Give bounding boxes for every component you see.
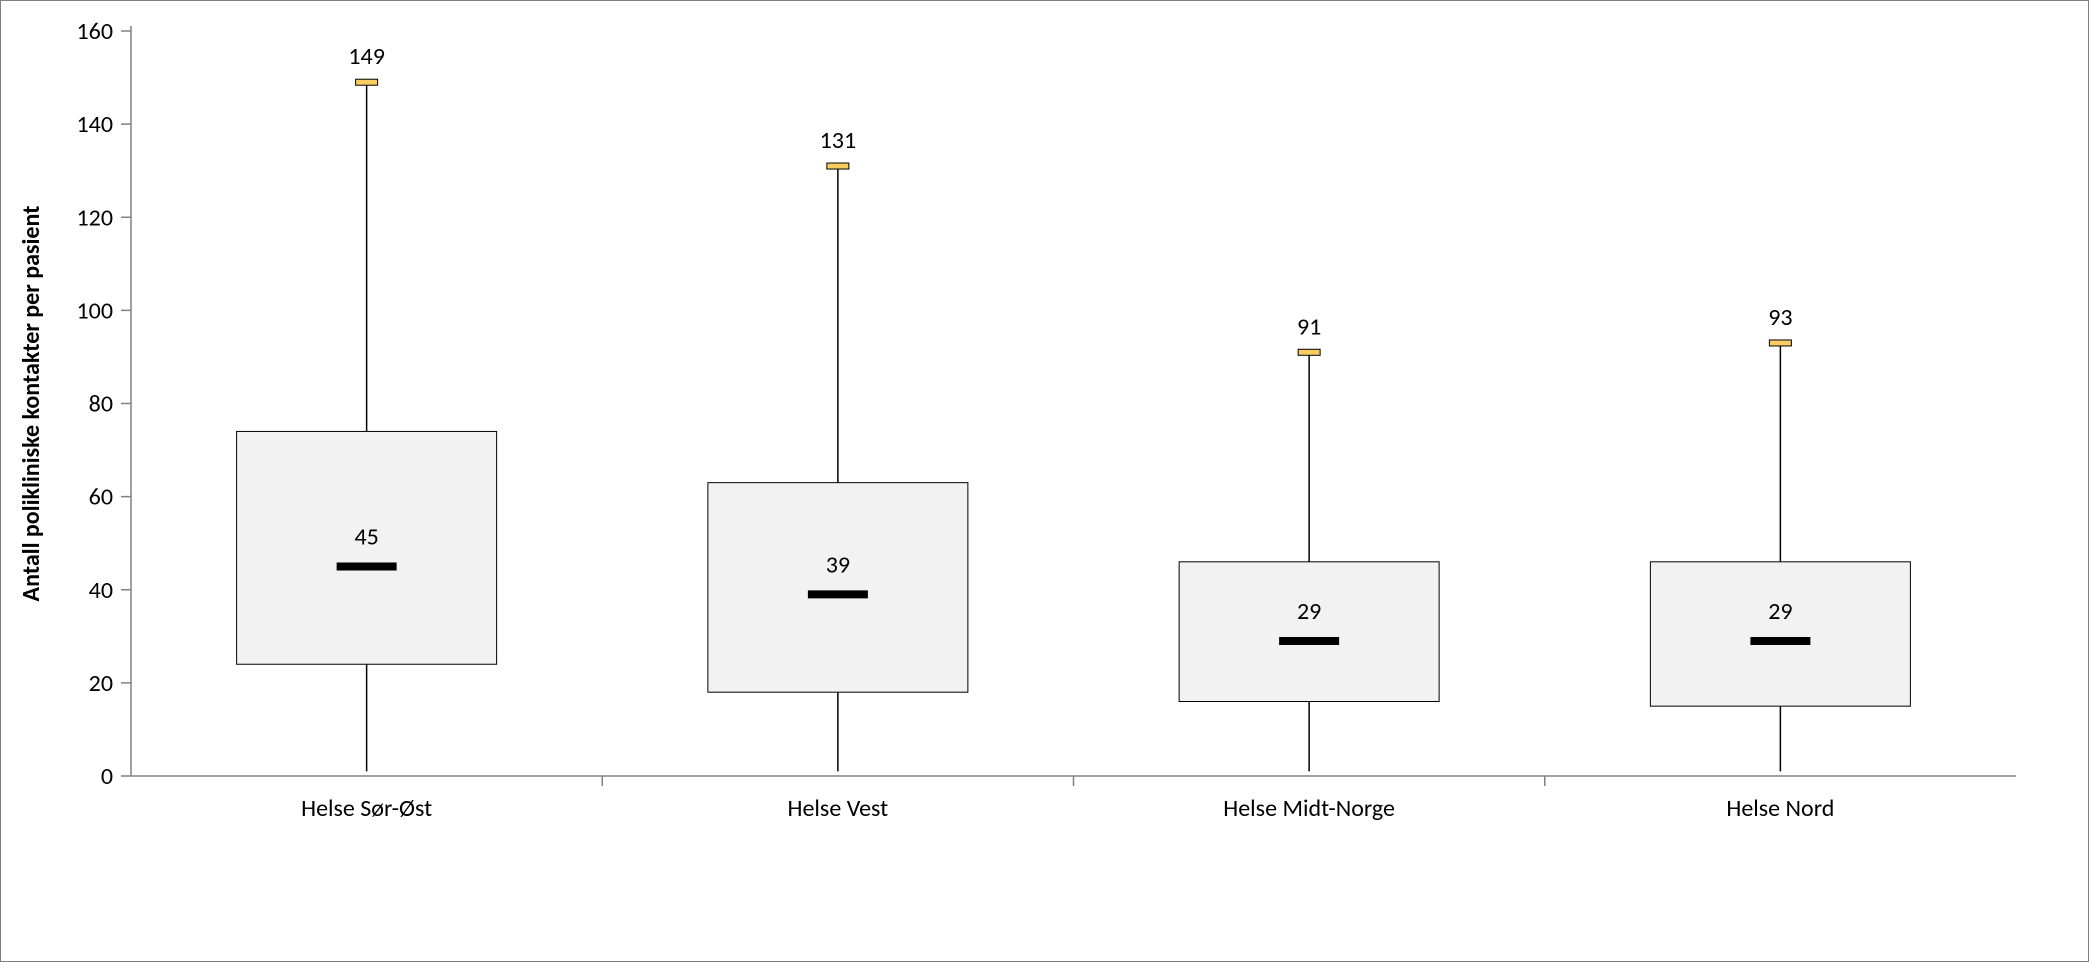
y-tick-label: 80 [89, 390, 113, 419]
y-tick-label: 20 [89, 669, 113, 698]
y-tick-label: 100 [77, 296, 114, 325]
upper-cap-marker [827, 163, 849, 169]
chart-container: 0 20 40 60 80 100 120 140 160 Antall polikliniske… [0, 0, 2089, 962]
x-category-label: Helse Nord [1726, 794, 1834, 823]
x-category-label: Helse Midt-Norge [1223, 794, 1395, 823]
boxplot-chart: 0 20 40 60 80 100 120 140 160 Antall polikliniske… [1, 1, 2089, 963]
y-tick-label: 60 [89, 483, 113, 512]
upper-cap-marker [1769, 340, 1791, 346]
max-label: 149 [348, 42, 385, 71]
boxplot-group: 29 93 Helse Nord [1650, 303, 1910, 823]
median-label: 29 [1768, 597, 1792, 626]
x-category-label: Helse Sør-Øst [301, 794, 432, 823]
boxplot-group: 29 91 Helse Midt-Norge [1179, 312, 1439, 823]
y-axis-label: Antall polikliniske kontakter per pasien… [17, 206, 46, 602]
median-label: 45 [354, 522, 378, 551]
max-label: 131 [820, 126, 857, 155]
median-label: 29 [1297, 597, 1321, 626]
y-tick-label: 0 [101, 762, 113, 791]
max-label: 93 [1768, 303, 1792, 332]
y-tick-label: 160 [77, 17, 114, 46]
y-tick-label: 40 [89, 576, 113, 605]
y-tick-label: 120 [77, 203, 114, 232]
median-label: 39 [826, 550, 850, 579]
upper-cap-marker [1298, 349, 1320, 355]
box [1179, 562, 1439, 702]
boxplot-group: 45 149 Helse Sør-Øst [237, 42, 497, 823]
box [1650, 562, 1910, 706]
x-category-label: Helse Vest [788, 794, 889, 823]
boxplot-group: 39 131 Helse Vest [708, 126, 968, 823]
box [708, 483, 968, 693]
upper-cap-marker [356, 79, 378, 85]
y-tick-label: 140 [77, 110, 114, 139]
max-label: 91 [1297, 312, 1321, 341]
